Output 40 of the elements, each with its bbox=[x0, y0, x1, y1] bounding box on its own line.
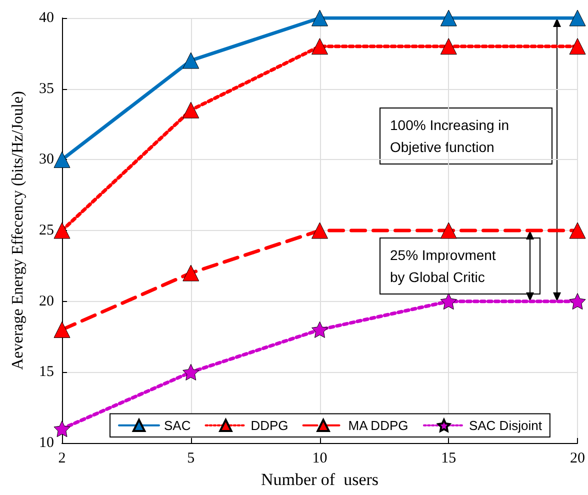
x-tick-label: 2 bbox=[58, 450, 66, 466]
x-axis-title: Number of users bbox=[260, 470, 379, 489]
annotation: 100% Increasing in Objetive function bbox=[390, 117, 513, 155]
y-tick-label: 15 bbox=[39, 364, 54, 380]
point bbox=[569, 10, 586, 26]
point bbox=[182, 52, 200, 69]
x-tick-label: 20 bbox=[570, 450, 585, 466]
point bbox=[569, 38, 586, 55]
y-tick-label: 30 bbox=[39, 152, 54, 168]
point bbox=[569, 293, 586, 310]
x-tick-label: 15 bbox=[441, 450, 456, 466]
point bbox=[569, 222, 586, 239]
y-tick-label: 40 bbox=[39, 10, 54, 26]
y-tick-label: 20 bbox=[39, 293, 54, 310]
legend-label: MA DDPG bbox=[348, 418, 408, 433]
legend-label: SAC bbox=[164, 418, 191, 433]
point bbox=[440, 222, 457, 239]
point bbox=[182, 364, 200, 380]
point bbox=[312, 38, 328, 55]
point bbox=[182, 264, 200, 282]
y-tick-label: 10 bbox=[39, 435, 54, 451]
point bbox=[54, 321, 70, 338]
point bbox=[54, 151, 70, 168]
legend-label: DDPG bbox=[250, 418, 288, 433]
point bbox=[312, 222, 328, 239]
legend-label: SAC Disjoint bbox=[468, 418, 542, 433]
annotation: 25% Improvment by Global Critic bbox=[390, 247, 500, 285]
point bbox=[440, 38, 457, 55]
point bbox=[312, 10, 328, 26]
y-tick-label: 25 bbox=[39, 222, 54, 238]
y-axis-title: Aeverage Energy Effecency (bits/Hz/Joule) bbox=[10, 91, 26, 370]
point bbox=[312, 321, 328, 338]
point bbox=[54, 420, 70, 438]
point bbox=[182, 102, 200, 118]
point bbox=[440, 10, 457, 26]
point bbox=[440, 293, 457, 310]
x-tick-label: 5 bbox=[187, 450, 195, 466]
x-tick-label: 10 bbox=[312, 450, 328, 466]
y-tick-label: 35 bbox=[39, 80, 54, 97]
point bbox=[54, 222, 70, 239]
